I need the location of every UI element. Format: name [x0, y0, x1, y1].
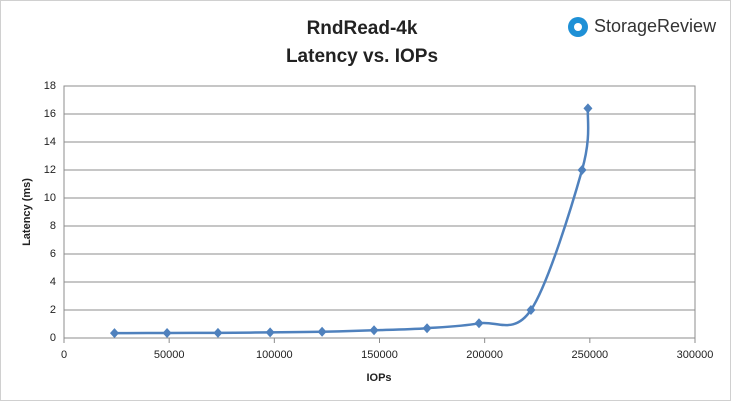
data-point [474, 318, 484, 329]
data-point [577, 165, 587, 175]
data-point [422, 323, 432, 334]
x-tick-label: 50000 [154, 349, 185, 361]
data-point [317, 326, 327, 337]
x-tick-label: 250000 [571, 349, 608, 361]
logo-icon-hole [574, 23, 582, 31]
data-point [213, 327, 223, 338]
x-tick-label: 100000 [256, 349, 293, 361]
x-tick-label: 200000 [466, 349, 503, 361]
y-tick-label: 6 [50, 248, 56, 260]
y-tick-label: 18 [44, 80, 56, 92]
data-point [369, 325, 379, 336]
y-axis-label: Latency (ms) [21, 178, 33, 246]
data-point [162, 327, 172, 338]
y-tick-label: 8 [50, 220, 56, 232]
x-tick-label: 300000 [677, 349, 714, 361]
y-tick-label: 0 [50, 332, 56, 344]
y-tick-label: 2 [50, 304, 56, 316]
logo: StorageReview [568, 16, 717, 37]
x-tick-label: 150000 [361, 349, 398, 361]
y-tick-label: 14 [44, 136, 56, 148]
series-line [114, 108, 590, 335]
y-tick-label: 12 [44, 164, 56, 176]
chart-title: RndRead-4k [307, 18, 418, 39]
logo-text: StorageReview [594, 16, 717, 36]
x-axis-label: IOPs [366, 372, 391, 384]
data-point [526, 305, 536, 315]
chart-subtitle: Latency vs. IOPs [286, 46, 438, 67]
x-tick-label: 0 [61, 349, 67, 361]
y-tick-label: 4 [50, 276, 56, 288]
data-point [109, 328, 119, 339]
data-point [583, 103, 593, 114]
y-tick-label: 16 [44, 108, 56, 120]
plot-border [63, 85, 696, 339]
y-tick-label: 10 [44, 192, 56, 204]
data-point [265, 327, 275, 338]
